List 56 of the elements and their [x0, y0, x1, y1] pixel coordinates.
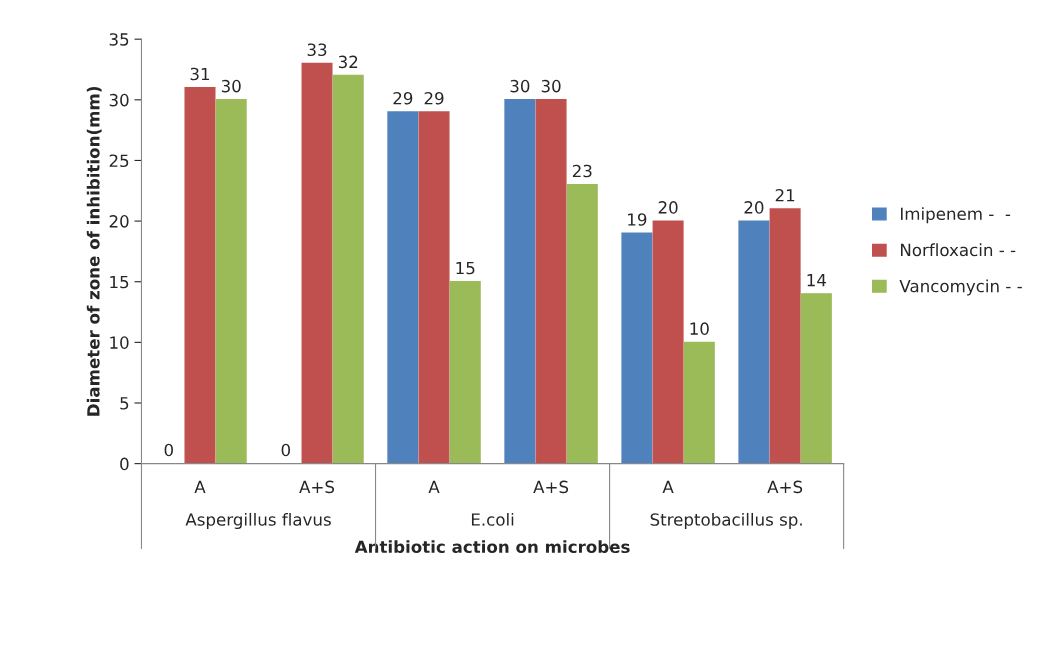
data-label: 14 — [807, 274, 826, 287]
x-tick-label: A+S — [533, 480, 569, 494]
y-tick-label: 0 — [120, 457, 129, 471]
y-tick-label: 15 — [110, 275, 129, 289]
data-label: 30 — [221, 79, 241, 93]
data-label: 29 — [393, 91, 413, 105]
legend-label: Norfloxacin - - — [900, 243, 1016, 257]
bar — [215, 99, 247, 464]
x-tick-label: A — [428, 480, 440, 493]
data-label: 10 — [690, 322, 709, 335]
bar — [332, 74, 364, 464]
bar — [800, 293, 832, 464]
data-label: 30 — [541, 79, 561, 93]
x-tick-label: A — [662, 480, 674, 493]
data-label: 20 — [744, 201, 764, 214]
bar — [621, 232, 653, 464]
bar — [449, 281, 481, 464]
bar — [738, 220, 770, 464]
data-label: 21 — [775, 188, 795, 202]
legend-label: Imipenem - - — [900, 207, 1011, 224]
data-label: 30 — [510, 79, 530, 93]
x-tick-label: A+S — [767, 480, 803, 494]
data-label: 33 — [307, 43, 327, 57]
y-tick-label: 5 — [120, 397, 129, 410]
data-label: 32 — [338, 55, 358, 69]
bar — [301, 62, 333, 464]
y-axis-title: Diameter of zone of inhibition(mm) — [86, 87, 102, 416]
text: Streptobacillus sp. — [650, 512, 802, 530]
bar — [769, 208, 801, 464]
data-label: 20 — [658, 201, 678, 214]
data-label: 23 — [572, 164, 592, 178]
data-label: 31 — [190, 67, 210, 81]
data-label: 15 — [456, 261, 475, 275]
data-label: 19 — [628, 213, 647, 226]
legend-label: Vancomycin - - — [899, 279, 1022, 296]
bar — [683, 341, 715, 464]
y-tick-label: 30 — [109, 93, 129, 107]
text: Aspergillus flavus — [185, 512, 331, 530]
bar — [535, 99, 567, 464]
bar — [566, 184, 598, 464]
y-tick-label: 25 — [109, 154, 129, 168]
y-tick-label: 10 — [110, 336, 129, 349]
x-tick-label: A+S — [299, 480, 335, 494]
data-label: 29 — [424, 91, 444, 105]
text: E.coli — [471, 512, 514, 526]
bar — [652, 220, 684, 464]
bar — [184, 86, 216, 464]
data-label: 0 — [164, 443, 173, 457]
bar — [504, 99, 536, 464]
y-tick-label: 35 — [109, 33, 129, 46]
bar — [418, 111, 450, 464]
y-tick-label: 20 — [109, 215, 129, 228]
x-axis-title: Antibiotic action on microbes — [354, 540, 630, 554]
bar — [387, 111, 419, 464]
data-label: 0 — [281, 443, 291, 457]
x-tick-label: A — [194, 480, 206, 493]
